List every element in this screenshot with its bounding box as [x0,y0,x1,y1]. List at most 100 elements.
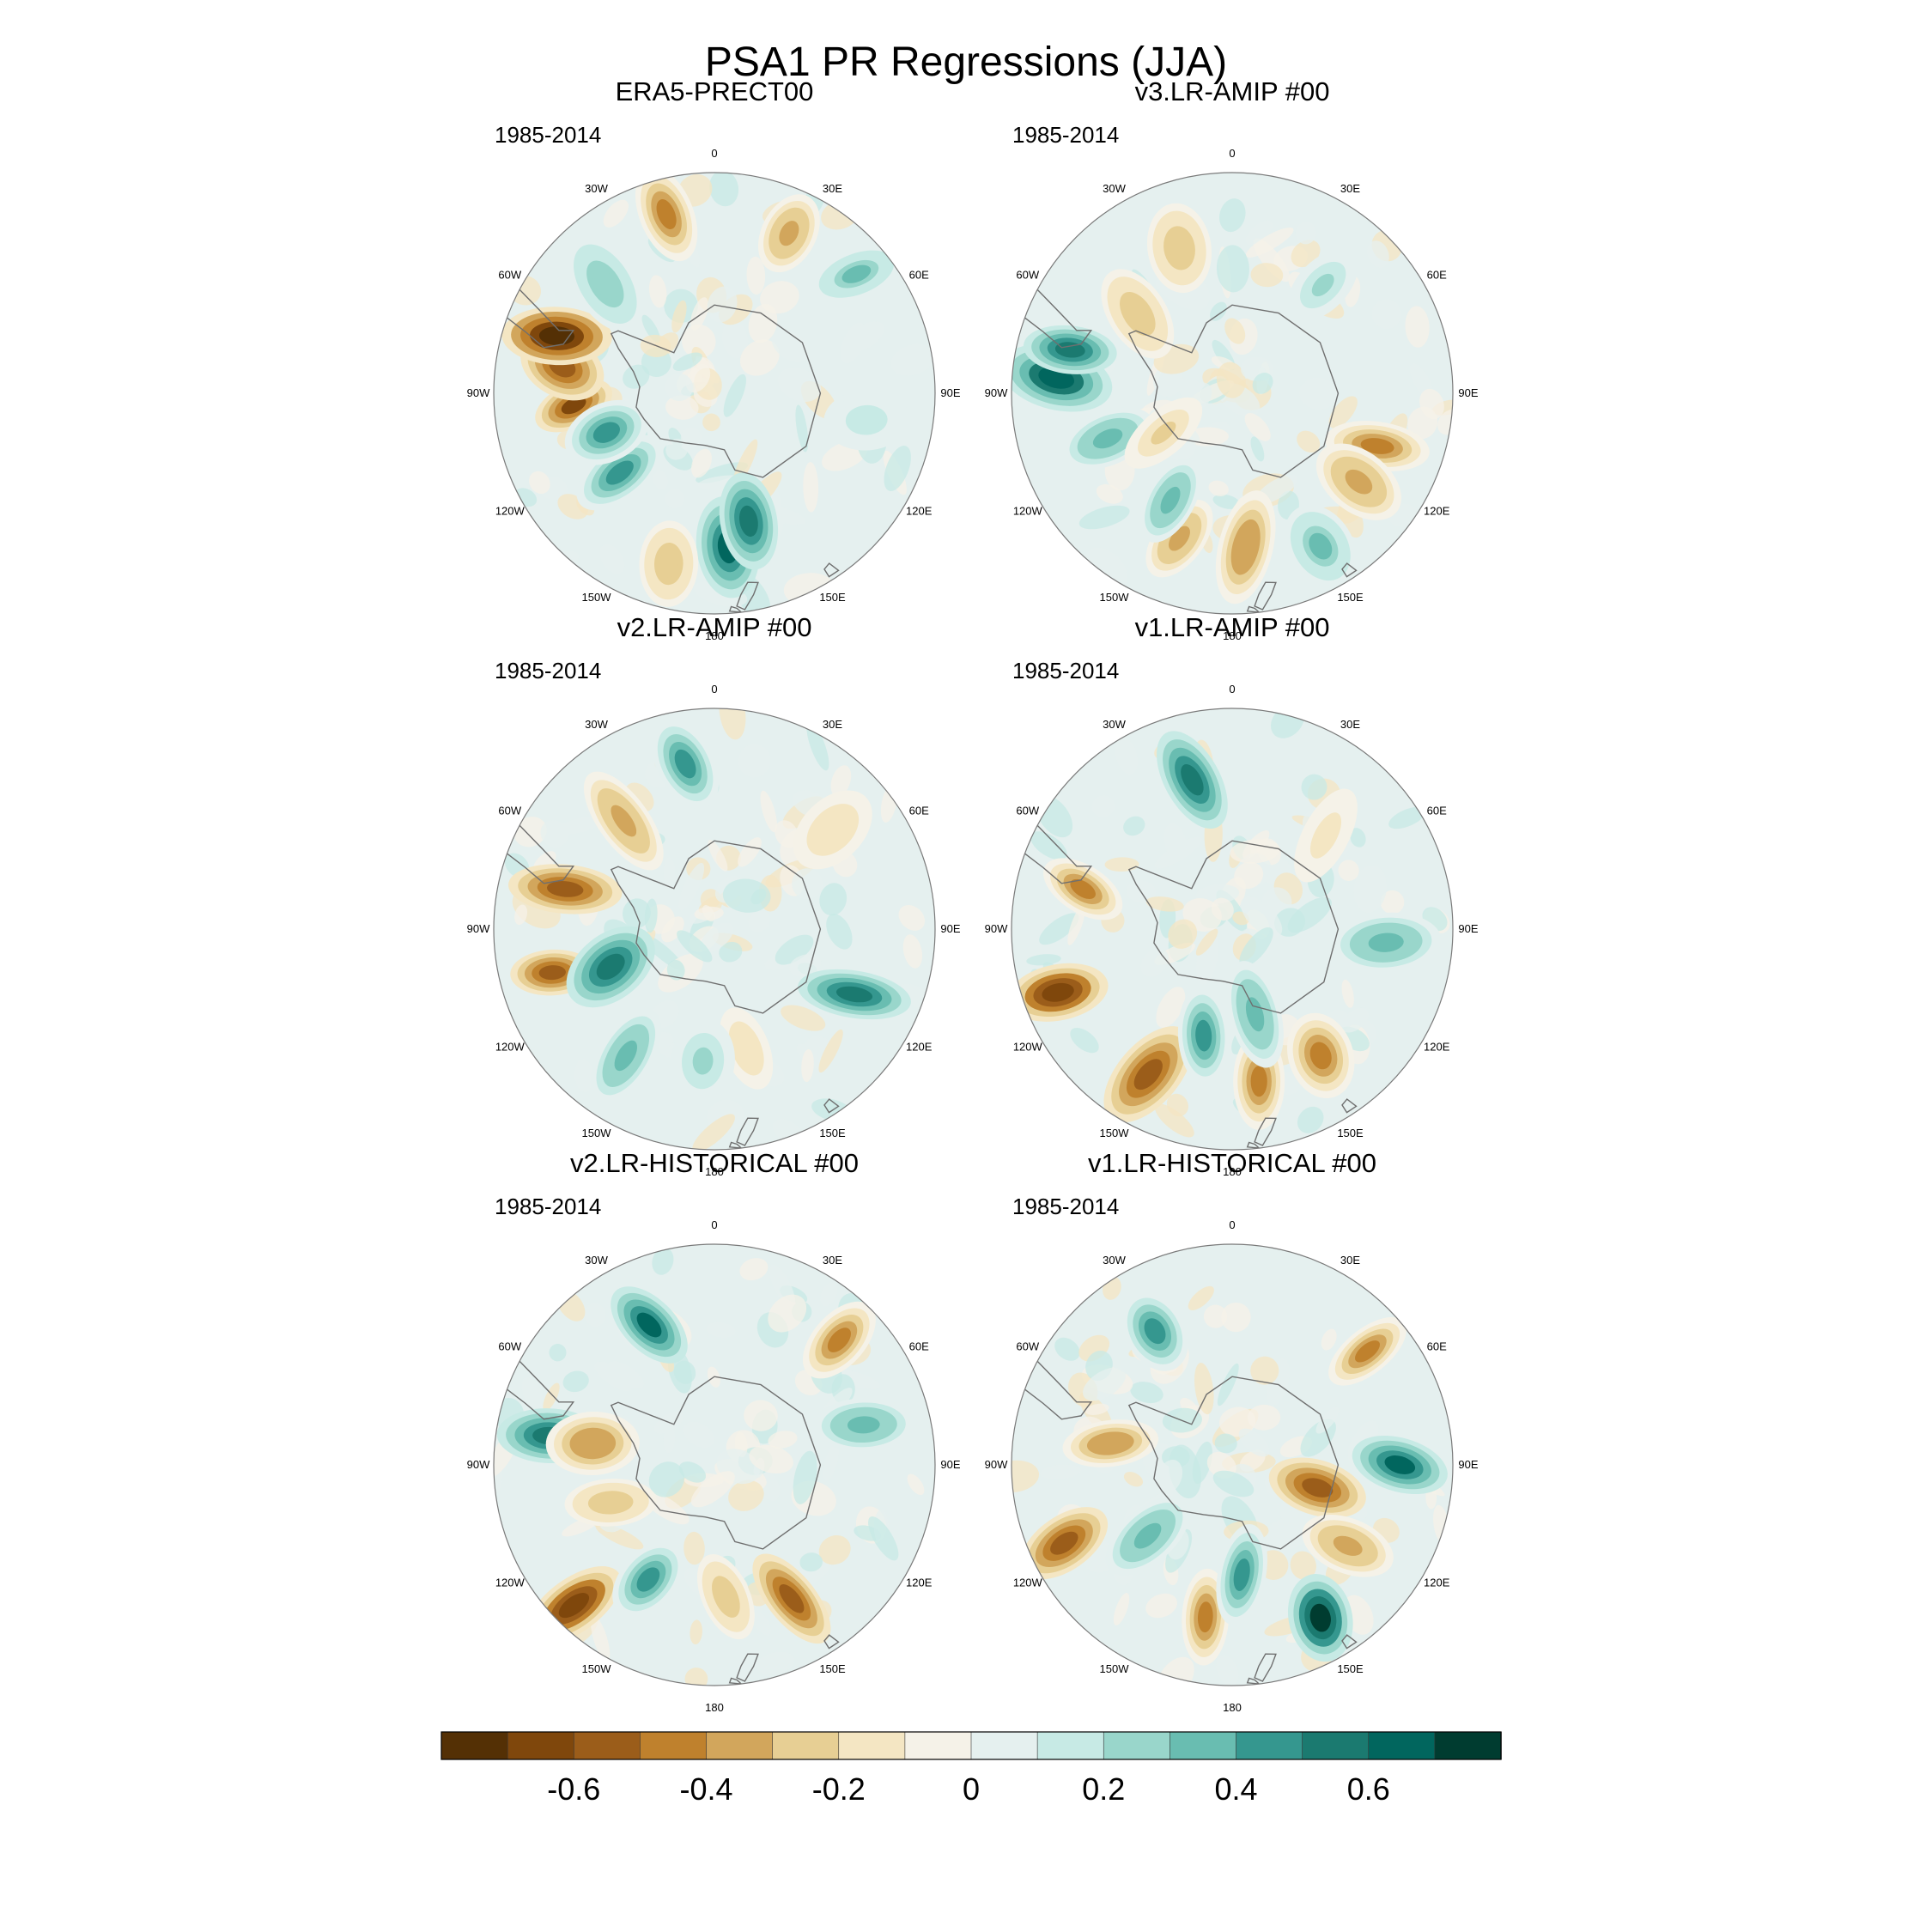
tasmania-coastline [1341,1098,1358,1114]
texture-blob [648,1461,685,1498]
anomaly-contour [847,1416,880,1434]
texture-blob [760,281,799,314]
map-panel: 0 30E 60E 90E 120E 150E 180 150W 120W 90W 60W 30W v2… [467,1148,961,1714]
texture-blob [1216,1655,1239,1686]
texture-blob [778,367,822,403]
lon-label: 60W [1016,805,1039,817]
lon-label: 90E [1458,922,1478,935]
lon-label: 30W [1103,718,1126,731]
new-zealand-coastline [728,1141,744,1149]
map-frame [493,708,936,1151]
texture-blob [1163,823,1187,860]
anomaly-contour [1144,1318,1166,1345]
texture-blob [1104,857,1139,872]
texture-blob [1291,240,1321,268]
texture-blob [1349,828,1366,848]
colorbar-tick-label: 0.4 [1214,1771,1257,1807]
south-america-coastline [507,289,575,349]
lon-label: 0 [711,147,717,160]
texture-blob [722,319,749,359]
field-layer [1012,173,1453,614]
texture-blob [1297,430,1321,453]
texture-blob [652,469,668,489]
south-america-coastline [507,824,575,884]
texture-blob [1155,1103,1194,1138]
texture-blob [608,1361,644,1388]
texture-blob [830,765,852,797]
anomaly-contour [1311,273,1334,297]
colorbar-swatch [706,1731,774,1760]
texture-blob [1245,227,1294,258]
lon-label: 30W [585,182,608,195]
texture-blob [738,837,762,867]
texture-blob [513,817,547,848]
map-panel: 0 30E 60E 90E 120E 150E 180 150W 120W 90W 60W 30W v1… [985,1148,1479,1714]
tasmania-coastline [823,562,840,578]
texture-blob [673,1360,696,1384]
lon-label: 120W [1013,1041,1043,1054]
texture-blob [694,906,724,920]
texture-blob [1405,306,1430,348]
colorbar-swatch [1036,1731,1105,1760]
texture-blob [775,934,814,965]
lon-label: 120E [906,1577,933,1589]
texture-blob [700,922,734,953]
texture-blob [683,1531,705,1565]
texture-blob [691,448,712,478]
field-layer [1012,708,1453,1150]
texture-blob [1341,979,1354,1008]
antarctica-coastline [1127,304,1340,478]
lon-label: 90E [940,386,960,399]
anomaly-contour [636,1567,660,1592]
lon-label: 60E [1427,805,1447,817]
texture-blob [1214,1433,1237,1454]
lon-label: 60W [1016,269,1039,282]
texture-blob [771,329,809,363]
map-panel: 0 30E 60E 90E 120E 150E 180 150W 120W 90W 60W 30W v1… [985,612,1479,1178]
anomaly-contour [1309,1603,1331,1632]
texture-blob [1212,1470,1255,1498]
texture-blob [818,1029,843,1073]
anomaly-contour [1309,532,1333,560]
texture-blob [739,1258,769,1281]
lon-label: 90W [467,1458,490,1471]
texture-blob [768,1431,798,1449]
lon-label: 90E [1458,386,1478,399]
texture-blob [781,1005,826,1031]
texture-blob [529,471,550,495]
lon-label: 120E [1424,1577,1450,1589]
anomaly-contour [1169,526,1190,551]
texture-blob [690,1619,702,1645]
texture-blob [1054,1337,1080,1361]
lon-label: 120W [495,1577,526,1589]
texture-blob [1195,884,1240,904]
texture-blob [1210,301,1227,321]
anomaly-contour [614,1040,638,1072]
field-layer [494,1244,935,1686]
panel-period: 1985-2014 [495,1194,601,1219]
texture-blob [826,914,853,950]
lon-label: 90W [467,922,490,935]
lon-label: 150W [582,1662,612,1675]
new-zealand-coastline [1254,581,1277,611]
anomaly-contour [577,1433,608,1454]
panel-title: v3.LR-AMIP #00 [1135,76,1330,106]
lon-label: 60E [1427,1340,1447,1353]
south-america-coastline [1024,289,1093,349]
texture-blob [549,1343,567,1362]
texture-blob [623,898,651,929]
texture-blob [748,910,771,933]
new-zealand-coastline [728,605,744,613]
texture-blob [1295,222,1316,245]
texture-blob [696,462,749,483]
colorbar-swatch [440,1731,508,1760]
texture-blob [709,173,739,207]
anomaly-contour [1126,299,1150,329]
anomaly-contour [561,397,586,415]
anomaly-contour [1054,342,1085,358]
texture-blob [678,862,705,911]
new-zealand-coastline [736,581,759,611]
texture-blob [723,374,746,417]
anomaly-contour [1095,1436,1127,1451]
anomaly-contour [1245,997,1265,1032]
